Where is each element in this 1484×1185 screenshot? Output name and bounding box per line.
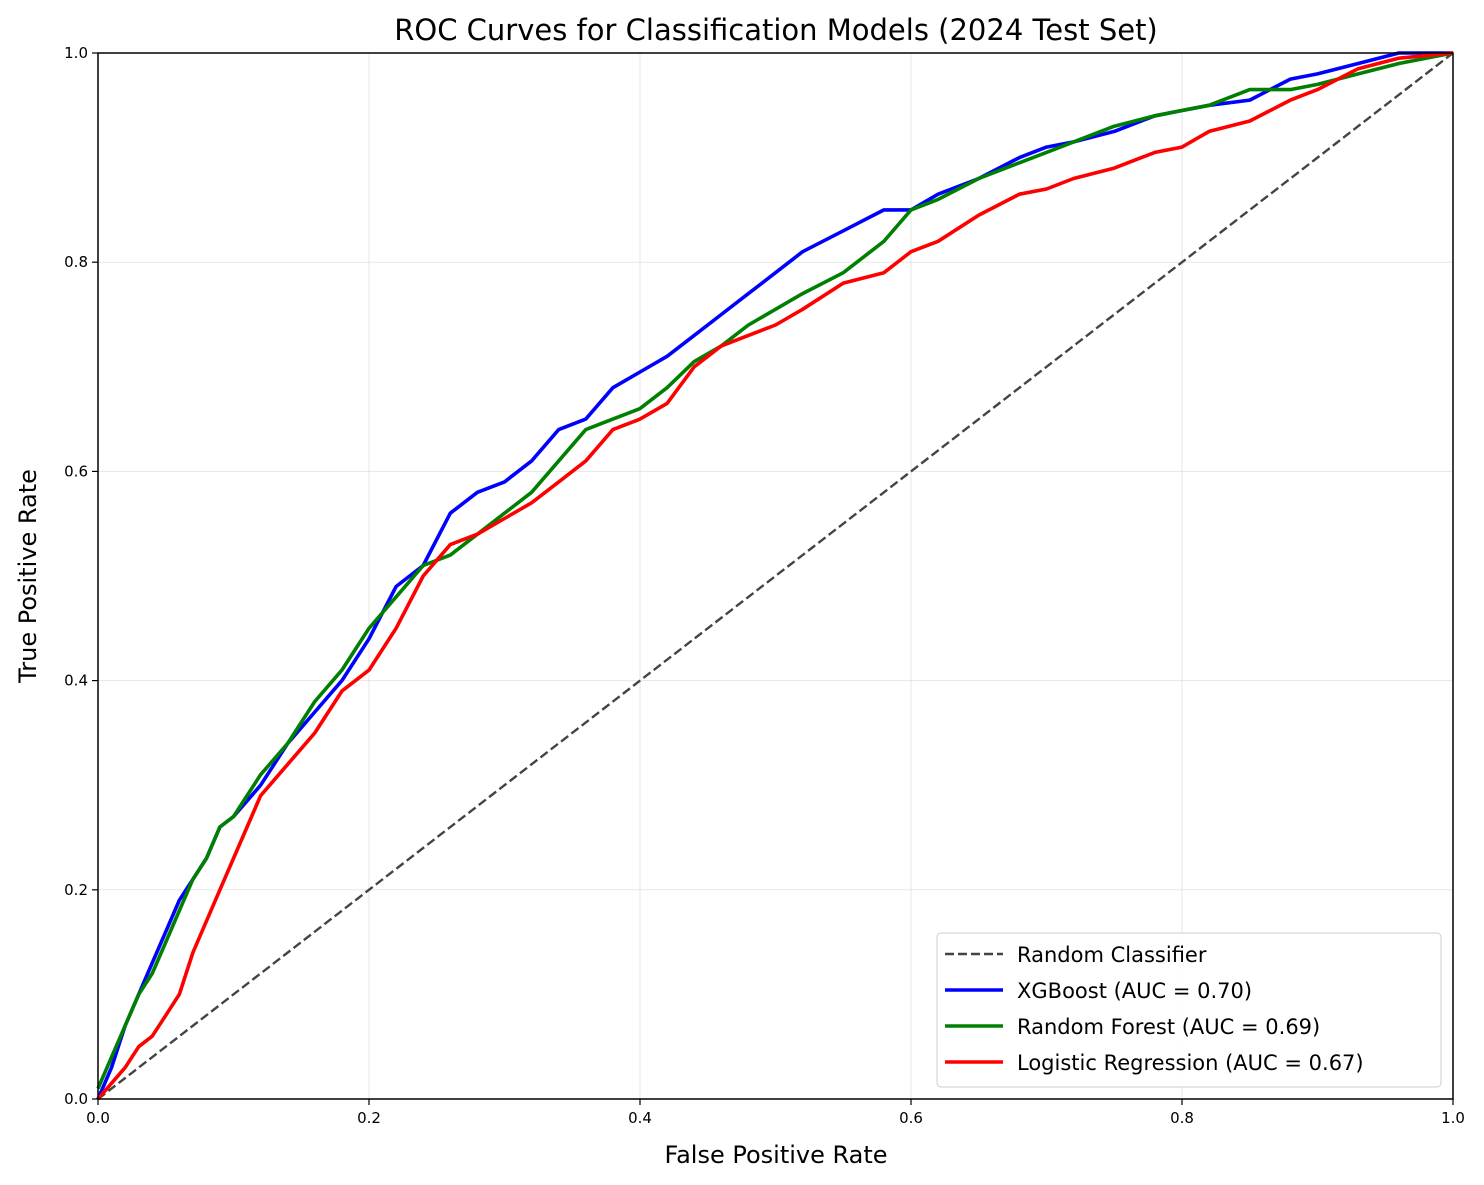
plot-series (96, 51, 1454, 1101)
y-tick-label: 0.8 (64, 253, 88, 271)
y-tick-label: 0.6 (64, 462, 88, 480)
x-tick-label: 1.0 (1441, 1109, 1465, 1127)
y-tick-label: 0.4 (64, 672, 88, 690)
legend: Random Classifier XGBoost (AUC = 0.70) Ran… (936, 932, 1442, 1088)
x-tick-label: 0.4 (628, 1109, 652, 1127)
series-line-logistic-regression (96, 51, 1454, 1101)
y-tick-label: 0.2 (64, 881, 88, 899)
chart-title: ROC Curves for Classification Models (20… (394, 13, 1158, 47)
legend-label: Random Classifier (1017, 943, 1207, 967)
legend-label: Random Forest (AUC = 0.69) (1017, 1015, 1320, 1039)
x-axis-title: False Positive Rate (664, 1141, 887, 1169)
y-tick-label: 0.0 (64, 1090, 88, 1108)
legend-label: XGBoost (AUC = 0.70) (1017, 979, 1252, 1003)
y-axis-title: True Positive Rate (14, 469, 42, 684)
plot-frame (97, 52, 1454, 1100)
x-tick-label: 0.6 (899, 1109, 923, 1127)
legend-box (936, 932, 1442, 1088)
axis-ticks: 0.0 0.2 0.4 0.6 0.8 1.0 0.0 0.2 0.4 0.6 0.8 1.0 (64, 44, 1465, 1127)
y-tick-label: 1.0 (64, 44, 88, 62)
series-line-random-forest (96, 51, 1454, 1090)
legend-label: Logistic Regression (AUC = 0.67) (1017, 1051, 1364, 1075)
x-tick-label: 0.2 (357, 1109, 381, 1127)
x-tick-label: 0.0 (86, 1109, 110, 1127)
grid (97, 52, 1454, 1100)
x-tick-label: 0.8 (1170, 1109, 1194, 1127)
